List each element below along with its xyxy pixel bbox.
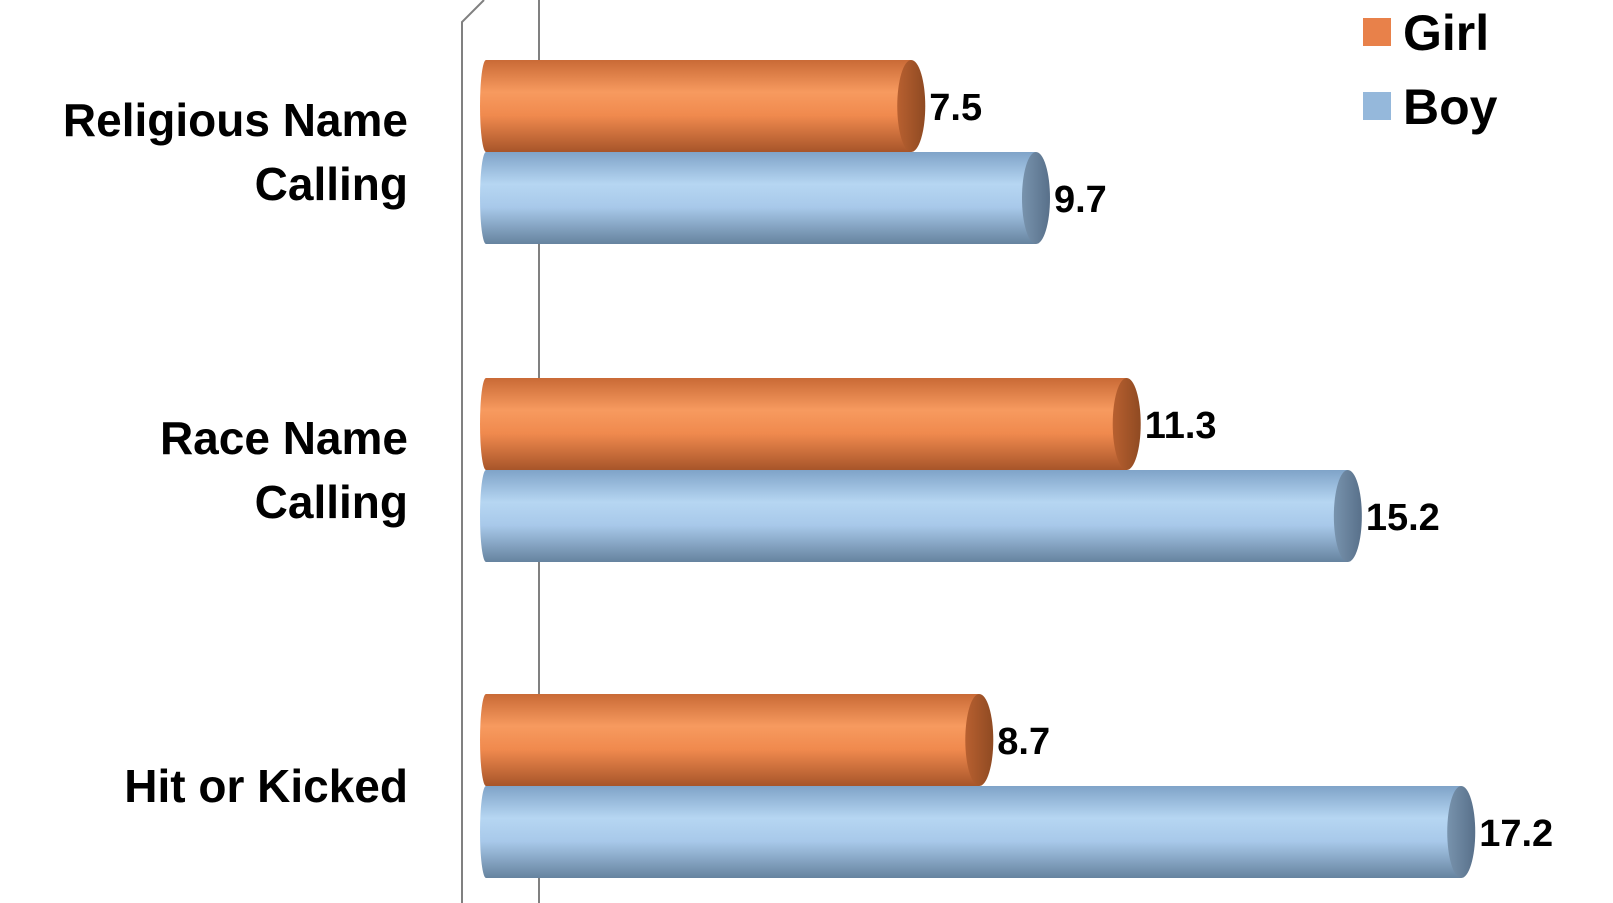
bar-end-cap — [1112, 378, 1141, 470]
bar-boy — [480, 470, 1362, 562]
category-label: Race Name — [160, 412, 408, 464]
data-label: 11.3 — [1145, 405, 1217, 447]
data-label: 15.2 — [1366, 497, 1440, 539]
legend-item-boy: Boy — [1363, 79, 1498, 135]
legend-item-girl: Girl — [1363, 5, 1489, 61]
axis-wall-front — [461, 0, 485, 903]
bar-boy — [480, 786, 1476, 878]
bar-body — [480, 152, 1036, 244]
category-label: Calling — [255, 158, 408, 210]
data-label: 8.7 — [997, 721, 1050, 763]
category-label: Hit or Kicked — [124, 760, 408, 812]
bar-end-cap — [1447, 786, 1476, 878]
bar-body — [480, 694, 980, 786]
bar-girl — [480, 694, 994, 786]
legend-swatch — [1363, 92, 1391, 120]
bar-body — [480, 378, 1127, 470]
bar-end-cap — [1333, 470, 1362, 562]
bar-girl — [480, 60, 926, 152]
bar-girl — [480, 378, 1141, 470]
bar-end-cap — [965, 694, 994, 786]
bar-end-cap — [1021, 152, 1050, 244]
category-label: Religious Name — [63, 94, 408, 146]
bar-body — [480, 60, 912, 152]
bar-end-cap — [897, 60, 926, 152]
data-label: 9.7 — [1054, 179, 1107, 221]
data-label: 7.5 — [929, 87, 982, 129]
legend-label: Girl — [1403, 5, 1489, 61]
legend-swatch — [1363, 18, 1391, 46]
bar-body — [480, 786, 1462, 878]
bar-body — [480, 470, 1348, 562]
data-label: 17.2 — [1479, 813, 1553, 855]
category-label: Calling — [255, 476, 408, 528]
bar-boy — [480, 152, 1050, 244]
legend-label: Boy — [1403, 79, 1498, 135]
